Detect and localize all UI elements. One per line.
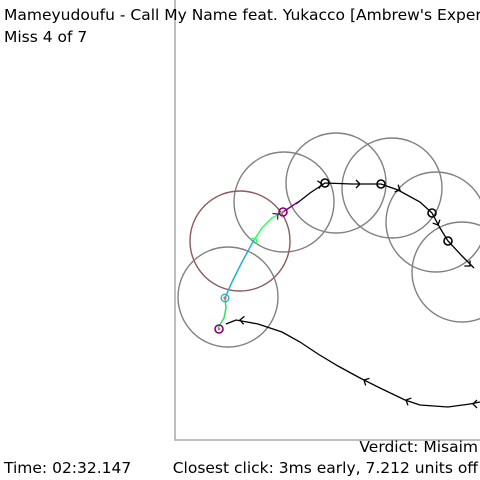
arrow-icon xyxy=(272,212,279,220)
hit-circle xyxy=(285,132,387,234)
verdict-label: Verdict: Misaim xyxy=(359,438,478,456)
missed-hit-circle xyxy=(189,190,291,292)
hit-center-dot xyxy=(281,210,285,214)
hit-circle xyxy=(385,171,480,273)
arrow-icon xyxy=(250,237,258,244)
cursor-trail-green xyxy=(217,297,227,329)
click-marker xyxy=(427,208,437,218)
arrow-icon xyxy=(432,219,441,226)
closest-click-info: Closest click: 3ms early, 7.212 units of… xyxy=(172,459,478,477)
arrow-icon xyxy=(394,184,401,193)
hit-circle xyxy=(341,137,443,239)
timestamp: Time: 02:32.147 xyxy=(4,459,132,477)
arrow-icon xyxy=(239,315,245,325)
playfield-border xyxy=(174,0,480,441)
beatmap-title: Mameyudoufu - Call My Name feat. Yukacco… xyxy=(4,6,480,24)
arrow-icon xyxy=(472,399,478,409)
cursor-position-marker xyxy=(220,293,230,303)
hit-circle xyxy=(233,151,335,253)
cursor-path xyxy=(225,182,480,408)
cursor-trail-lower xyxy=(225,319,480,408)
hit-circle xyxy=(411,221,480,323)
arrow-icon xyxy=(405,397,412,406)
hit-circle xyxy=(177,246,279,348)
arrow-icon xyxy=(316,180,323,190)
click-marker xyxy=(320,178,330,188)
miss-counter: Miss 4 of 7 xyxy=(4,28,88,46)
arrow-icon xyxy=(355,179,361,189)
click-marker xyxy=(376,179,386,189)
cursor-trail-cyan xyxy=(224,239,255,299)
arrow-icon xyxy=(363,377,370,386)
hit-circles xyxy=(177,132,480,348)
hit-center-dot xyxy=(223,296,227,300)
click-marker xyxy=(443,236,453,246)
click-marker xyxy=(278,207,288,217)
click-marker xyxy=(214,324,224,334)
path-arrows xyxy=(239,179,478,409)
hit-center-dot xyxy=(217,327,221,331)
arrow-icon xyxy=(464,260,471,267)
click-markers xyxy=(214,178,453,334)
cursor-trail-lime xyxy=(253,211,284,241)
